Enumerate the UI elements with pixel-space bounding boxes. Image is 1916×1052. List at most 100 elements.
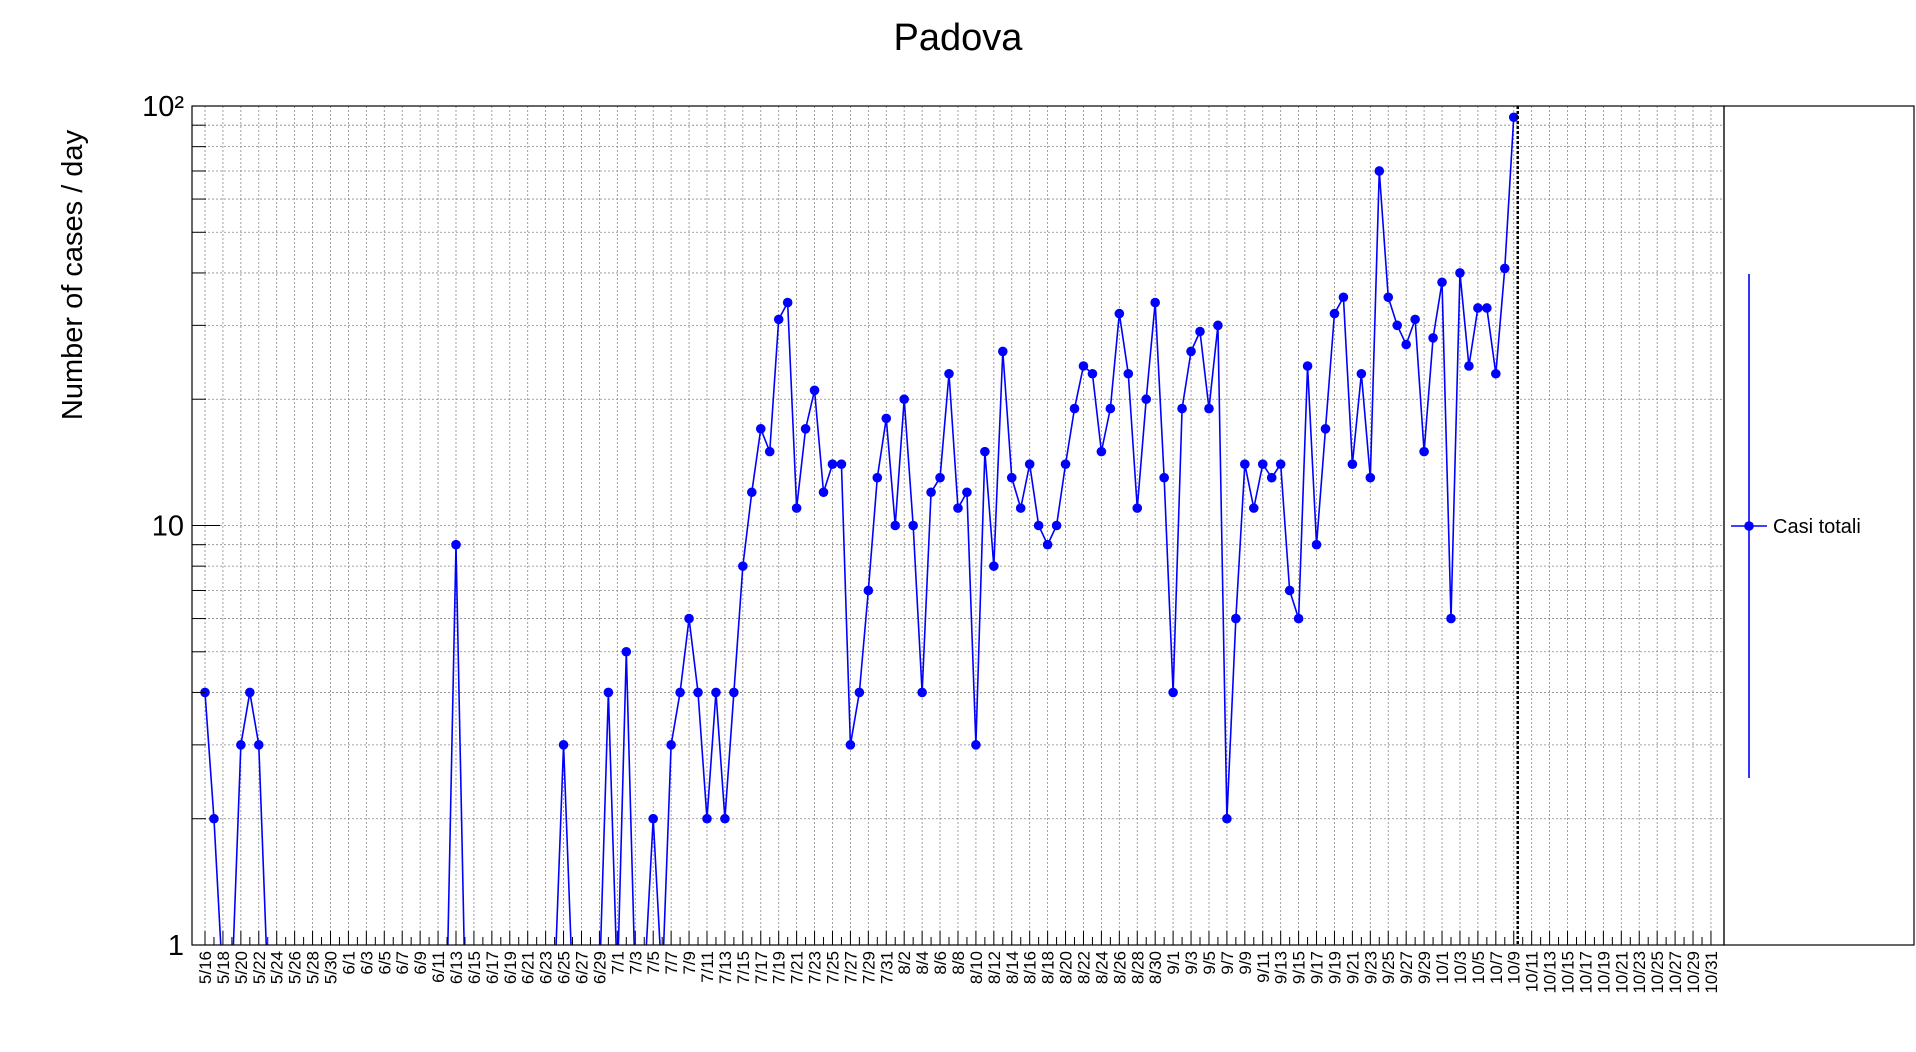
x-tick-label: 10/3 [1451, 951, 1470, 984]
data-point [1338, 292, 1349, 303]
x-tick-label: 8/28 [1128, 951, 1147, 984]
x-tick-label: 8/22 [1074, 951, 1093, 984]
x-tick-label: 7/13 [716, 951, 735, 984]
x-tick-label: 7/21 [788, 951, 807, 984]
x-tick-label: 10/31 [1702, 951, 1721, 994]
x-tick-label: 9/19 [1325, 951, 1344, 984]
data-point [702, 813, 712, 824]
x-tick-label: 9/21 [1343, 951, 1362, 984]
data-point [854, 687, 865, 698]
data-point [747, 487, 757, 498]
data-point [1491, 368, 1501, 379]
data-point [720, 813, 730, 824]
y-axis-label: Number of cases / day [57, 129, 89, 420]
x-tick-label: 8/4 [913, 951, 932, 975]
data-point [881, 413, 892, 424]
x-tick-label: 6/17 [483, 951, 502, 984]
data-point [935, 472, 945, 483]
x-tick-label: 5/16 [196, 951, 215, 984]
x-tick-label: 10/17 [1576, 951, 1595, 994]
x-tick-label: 10/11 [1523, 951, 1542, 992]
x-tick-label: 6/7 [393, 951, 412, 975]
data-point [899, 394, 909, 405]
x-tick-label: 8/12 [985, 951, 1004, 984]
data-point [1177, 403, 1187, 414]
data-point [1132, 503, 1143, 513]
x-tick-label: 9/25 [1379, 951, 1398, 984]
data-point [809, 385, 820, 396]
legend-marker [1744, 521, 1754, 531]
data-point [1060, 459, 1071, 469]
x-tick-label: 10/5 [1469, 951, 1488, 984]
x-tick-label: 9/13 [1272, 951, 1291, 984]
data-point [1186, 346, 1196, 357]
data-point [791, 503, 802, 513]
x-tick-label: 10/23 [1630, 951, 1649, 994]
data-point [1168, 687, 1178, 698]
data-point [863, 585, 874, 596]
x-tick-label: 6/19 [501, 951, 520, 984]
data-point [729, 687, 739, 698]
data-point [997, 346, 1008, 357]
data-point [1240, 459, 1250, 469]
data-point [648, 813, 658, 824]
data-point [1248, 503, 1259, 513]
data-point [1464, 361, 1474, 371]
x-tick-label: 5/22 [250, 951, 269, 984]
data-point [1006, 472, 1017, 483]
data-point [1257, 459, 1268, 469]
data-point [1293, 613, 1304, 624]
x-tick-label: 10/1 [1433, 951, 1452, 984]
legend-panel [1723, 105, 1915, 946]
data-point [1042, 539, 1053, 550]
axes: 11010²5/165/185/205/225/245/265/285/306/… [142, 91, 1861, 994]
data-point [1024, 459, 1035, 469]
data-point [738, 561, 748, 571]
x-tick-label: 7/3 [626, 951, 645, 975]
x-tick-label: 8/20 [1057, 951, 1076, 984]
x-tick-label: 6/3 [357, 951, 376, 975]
data-point [980, 446, 990, 457]
data-point [971, 740, 981, 750]
x-tick-label: 9/7 [1218, 951, 1237, 975]
y-tick-label: 10 [152, 511, 184, 543]
x-tick-label: 6/13 [447, 951, 466, 984]
x-tick-label: 8/16 [1021, 951, 1040, 984]
x-tick-label: 8/10 [967, 951, 986, 984]
data-point [764, 446, 775, 457]
data-point [1482, 303, 1492, 313]
data-point [953, 503, 963, 513]
x-tick-label: 7/19 [770, 951, 789, 984]
x-tick-label: 8/2 [895, 951, 914, 975]
data-point [1195, 326, 1205, 337]
x-tick-label: 9/27 [1397, 951, 1416, 984]
data-point [1329, 308, 1340, 319]
data-point [773, 314, 784, 325]
x-tick-label: 8/26 [1110, 951, 1129, 984]
data-point [1392, 320, 1403, 331]
data-point [1302, 361, 1313, 371]
x-tick-label: 10/29 [1684, 951, 1703, 994]
data-point [1320, 424, 1331, 434]
x-tick-label: 9/3 [1182, 951, 1201, 975]
x-tick-label: 10/27 [1666, 951, 1685, 994]
data-point [1033, 520, 1044, 531]
data-point [989, 561, 999, 571]
data-point [1141, 394, 1152, 405]
data-point [1087, 368, 1098, 379]
data-point [827, 459, 838, 469]
x-tick-label: 6/29 [590, 951, 609, 984]
x-tick-label: 8/30 [1146, 951, 1165, 984]
data-point [1159, 472, 1169, 483]
data-point [1410, 314, 1420, 325]
data-point [845, 740, 856, 750]
data-point [603, 687, 614, 698]
x-tick-label: 9/11 [1254, 951, 1273, 983]
data-point [1275, 459, 1286, 469]
data-point [558, 740, 569, 750]
x-tick-label: 8/6 [931, 951, 950, 975]
data-point [908, 520, 918, 531]
x-tick-label: 5/28 [304, 951, 323, 984]
